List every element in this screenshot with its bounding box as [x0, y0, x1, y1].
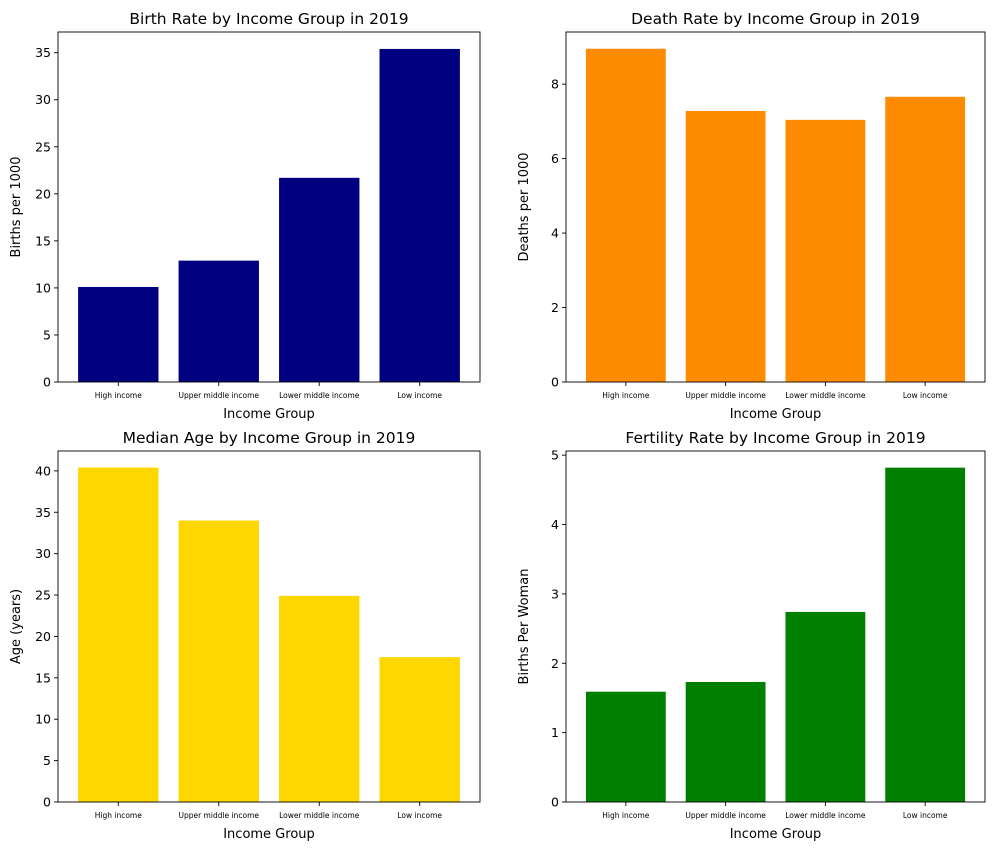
median-age-bar-0: [78, 467, 159, 802]
fertility-rate-chart: 0 1 2 3 4 5 High income Upper middle income Lowe…: [517, 429, 986, 842]
birth-rate-ytick-label-0: 0: [43, 375, 51, 390]
fertility-rate-axes-frame: [565, 450, 986, 803]
death-rate-xtick-label-3: Low income: [903, 391, 948, 400]
death-rate-ytick-label-4: 8: [551, 77, 559, 92]
fertility-rate-xtick-label-1: Upper middle income: [685, 811, 766, 820]
median-age-xtick-label-1: Upper middle income: [178, 811, 259, 820]
birth-rate-bar-0: [78, 286, 159, 382]
fertility-rate-bar-2: [785, 611, 866, 802]
birth-rate-ytick-label-3: 15: [35, 233, 51, 248]
median-age-ytick-label-8: 40: [35, 463, 51, 478]
death-rate-ytick-label-0: 0: [551, 375, 559, 390]
birth-rate-title: Birth Rate by Income Group in 2019: [129, 10, 408, 28]
fertility-rate-bar-1: [685, 681, 766, 802]
fertility-rate-ylabel: Births Per Woman: [517, 569, 532, 685]
death-rate-ylabel: Deaths per 1000: [517, 152, 532, 261]
fertility-rate-title: Fertility Rate by Income Group in 2019: [625, 429, 925, 447]
birth-rate-ytick-label-1: 5: [43, 327, 51, 342]
median-age-ytick-label-7: 35: [35, 505, 51, 520]
death-rate-xtick-label-0: High income: [602, 391, 649, 400]
death-rate-chart: 0 2 4 6 8 High income Upper middle income Lower…: [517, 10, 986, 422]
birth-rate-xtick-label-3: Low income: [397, 391, 442, 400]
birth-rate-ytick-label-7: 35: [35, 45, 51, 60]
median-age-ytick-label-6: 30: [35, 546, 51, 561]
birth-rate-ytick-label-5: 25: [35, 139, 51, 154]
fertility-rate-bar-3: [885, 467, 966, 802]
birth-rate-bar-2: [279, 177, 360, 382]
death-rate-xlabel: Income Group: [730, 407, 822, 422]
median-age-bar-3: [379, 657, 460, 802]
birth-rate-xtick-label-1: Upper middle income: [178, 391, 259, 400]
fertility-rate-xtick-label-3: Low income: [903, 811, 948, 820]
birth-rate-ylabel: Births per 1000: [9, 157, 24, 258]
fertility-rate-xtick-label-2: Lower middle income: [785, 811, 866, 820]
median-age-ytick-label-5: 25: [35, 588, 51, 603]
death-rate-xtick-label-1: Upper middle income: [685, 391, 766, 400]
death-rate-bar-3: [885, 96, 966, 382]
fertility-rate-ytick-label-4: 4: [551, 517, 559, 532]
fertility-rate-ytick-label-1: 1: [551, 725, 559, 740]
death-rate-ytick-label-2: 4: [551, 226, 559, 241]
birth-rate-xtick-label-2: Lower middle income: [279, 391, 360, 400]
fertility-rate-bar-0: [585, 691, 666, 802]
birth-rate-ytick-label-4: 20: [35, 186, 51, 201]
median-age-xtick-label-0: High income: [95, 811, 142, 820]
median-age-ytick-label-1: 5: [43, 753, 51, 768]
median-age-bar-1: [178, 520, 259, 802]
birth-rate-bar-1: [178, 260, 259, 382]
median-age-axes-frame: [57, 450, 481, 803]
birth-rate-bar-3: [379, 48, 460, 382]
median-age-bar-2: [279, 595, 360, 802]
median-age-ytick-label-4: 20: [35, 629, 51, 644]
death-rate-bar-0: [585, 48, 666, 382]
death-rate-bar-2: [785, 119, 866, 383]
median-age-ylabel: Age (years): [9, 589, 24, 664]
death-rate-bar-1: [685, 110, 766, 382]
death-rate-title: Death Rate by Income Group in 2019: [631, 10, 920, 28]
median-age-ytick-label-3: 15: [35, 670, 51, 685]
median-age-chart: 0 5 10 15 20 25 30 35 40 High income Upper middle …: [9, 429, 481, 842]
median-age-xtick-label-2: Lower middle income: [279, 811, 360, 820]
median-age-xlabel: Income Group: [223, 827, 315, 842]
fertility-rate-ytick-label-2: 2: [551, 656, 559, 671]
median-age-ytick-label-0: 0: [43, 795, 51, 810]
birth-rate-xlabel: Income Group: [223, 407, 315, 422]
death-rate-xtick-label-2: Lower middle income: [785, 391, 866, 400]
birth-rate-chart: 0 5 10 15 20 25 30 35 High income Upper middle in…: [9, 10, 481, 422]
death-rate-ytick-label-3: 6: [551, 151, 559, 166]
fertility-rate-xlabel: Income Group: [730, 827, 822, 842]
birth-rate-ytick-label-6: 30: [35, 92, 51, 107]
fertility-rate-xtick-label-0: High income: [602, 811, 649, 820]
birth-rate-axes-frame: [57, 31, 481, 383]
birth-rate-xtick-label-0: High income: [95, 391, 142, 400]
death-rate-ytick-label-1: 2: [551, 300, 559, 315]
median-age-title: Median Age by Income Group in 2019: [123, 429, 416, 447]
median-age-ytick-label-2: 10: [35, 712, 51, 727]
fertility-rate-ytick-label-5: 5: [551, 448, 559, 463]
fertility-rate-ytick-label-3: 3: [551, 586, 559, 601]
median-age-xtick-label-3: Low income: [397, 811, 442, 820]
fertility-rate-ytick-label-0: 0: [551, 795, 559, 810]
birth-rate-ytick-label-2: 10: [35, 280, 51, 295]
death-rate-axes-frame: [565, 31, 986, 383]
